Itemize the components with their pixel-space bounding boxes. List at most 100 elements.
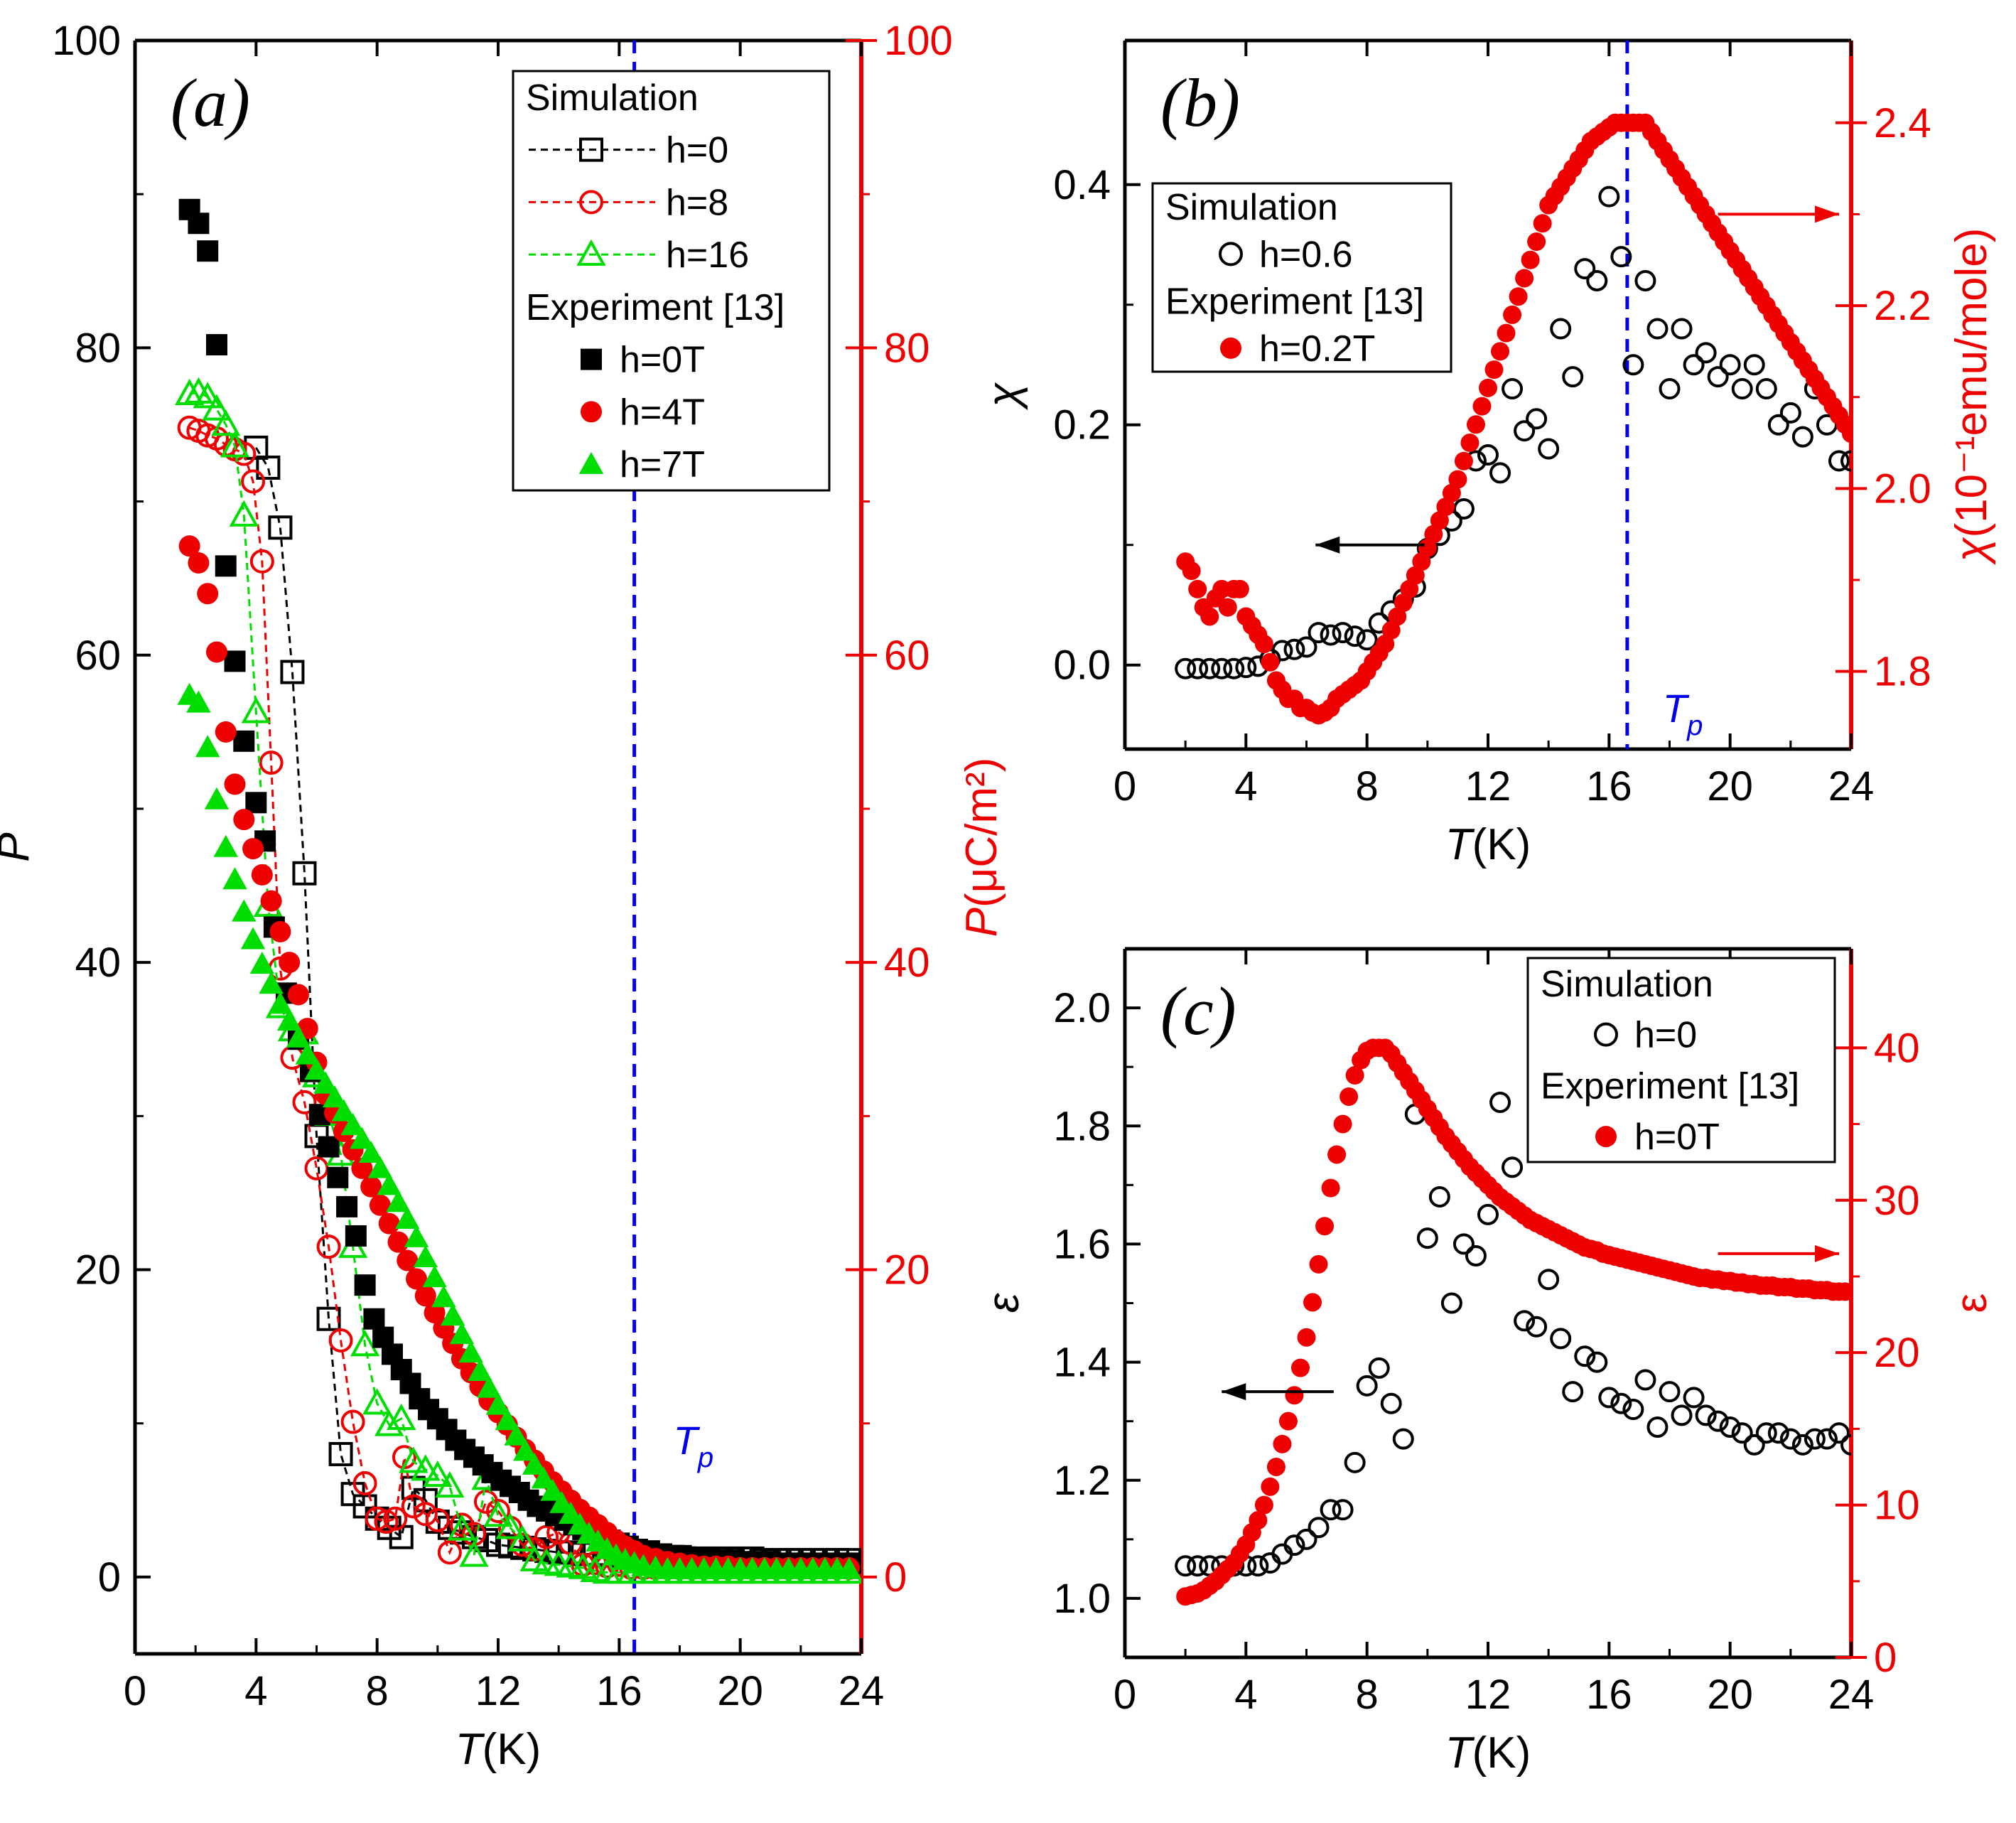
data-point-exp_h4T bbox=[242, 838, 264, 860]
data-point-exp_h7T bbox=[476, 1375, 502, 1398]
legend-header: Experiment [13] bbox=[1541, 1065, 1799, 1107]
data-point-sim_h0c bbox=[1283, 1534, 1305, 1556]
data-point-exp_h02T bbox=[1497, 323, 1516, 343]
data-point-exp_h4T bbox=[424, 1302, 446, 1324]
data-point-exp_h0Tc bbox=[1254, 1495, 1273, 1515]
legend-header: Experiment [13] bbox=[526, 287, 785, 328]
data-point-exp_h0Tc bbox=[1339, 1087, 1359, 1106]
data-point-sim_h8 bbox=[486, 1498, 510, 1523]
y-tick-label: 2.0 bbox=[1053, 985, 1111, 1031]
y2-tick-label: 0 bbox=[884, 1554, 907, 1601]
data-point-sim_h06 bbox=[1828, 450, 1850, 472]
data-point-sim_h06 bbox=[1707, 366, 1729, 388]
data-point-exp_h7T bbox=[259, 972, 284, 994]
legend-marker-exp_h0T bbox=[581, 348, 602, 370]
data-point-exp_h4T bbox=[197, 583, 219, 605]
panel-a: 0 4 8 12 16 20 24 0 20 40 60 80 100 0 20 40 60 80 100 T(K) P… bbox=[0, 18, 1006, 1774]
y-tick-label: 20 bbox=[75, 1247, 121, 1294]
data-point-sim_h16 bbox=[495, 1512, 525, 1539]
x-tick-label: 16 bbox=[596, 1668, 642, 1714]
data-point-sim_h0c bbox=[1416, 1227, 1438, 1249]
y2-tick-label: 30 bbox=[1874, 1178, 1920, 1224]
data-point-exp_h7T bbox=[268, 991, 293, 1014]
y2-tick-label: 2.4 bbox=[1874, 100, 1931, 146]
data-point-sim_h0c bbox=[1816, 1428, 1838, 1450]
data-point-sim_h0c bbox=[1538, 1269, 1560, 1291]
data-point-sim_h16 bbox=[374, 1409, 404, 1436]
data-point-exp_h7T bbox=[422, 1265, 447, 1288]
y-tick-label: 40 bbox=[75, 940, 121, 986]
data-point-exp_h4T bbox=[414, 1285, 436, 1307]
plot-area bbox=[1175, 41, 1851, 749]
data-point-exp_h0T bbox=[233, 730, 255, 752]
data-point-sim_h0c bbox=[1308, 1517, 1330, 1539]
data-point-sim_h0c bbox=[1659, 1381, 1681, 1403]
data-point-exp_h0Tc bbox=[1309, 1254, 1328, 1274]
legend-marker-sim_h0 bbox=[579, 137, 603, 162]
data-point-sim_h0c bbox=[1465, 1245, 1487, 1267]
arrow-left bbox=[1222, 1383, 1334, 1401]
data-point-sim_h06 bbox=[1634, 269, 1656, 291]
data-point-sim_h06 bbox=[1646, 318, 1669, 340]
y2-tick-label: 1.8 bbox=[1874, 649, 1931, 695]
data-point-sim_h16 bbox=[423, 1460, 453, 1488]
x-tick-label: 24 bbox=[1828, 1672, 1875, 1718]
data-point-sim_h16 bbox=[175, 378, 205, 406]
data-point-exp_h02T bbox=[1515, 269, 1534, 288]
tp-label: Tp bbox=[674, 1418, 713, 1473]
panel-b: 0 4 8 12 16 20 24 0.0 0.2 0.4 1.8 2.0 2.2 2.4 T(K) χ χ(1… bbox=[979, 38, 1996, 869]
x-tick-label: 12 bbox=[475, 1668, 522, 1714]
data-point-exp_h02T bbox=[1254, 635, 1273, 654]
data-point-sim_h06 bbox=[1610, 246, 1632, 268]
legend-marker-exp_h7T bbox=[578, 451, 604, 474]
data-point-exp_h0T bbox=[363, 1308, 385, 1330]
data-point-exp_h02T bbox=[1448, 470, 1467, 489]
y2-tick-label: 40 bbox=[884, 940, 930, 986]
data-point-exp_h4T bbox=[205, 641, 227, 663]
data-point-sim_h0c bbox=[1840, 1434, 1851, 1456]
data-point-sim_h06 bbox=[1502, 378, 1524, 400]
data-point-exp_h02T bbox=[1842, 424, 1851, 443]
x-axis-title: T(K) bbox=[1445, 1728, 1531, 1778]
data-point-exp_h4T bbox=[360, 1176, 382, 1198]
data-point-sim_h06 bbox=[1283, 638, 1305, 660]
data-point-sim_h16 bbox=[211, 409, 241, 436]
data-point-exp_h4T bbox=[251, 864, 273, 886]
data-point-sim_h06 bbox=[1574, 258, 1596, 280]
series-line-sim_h0 bbox=[255, 447, 849, 1561]
legend-header: Simulation bbox=[1165, 187, 1338, 228]
y-tick-label: 80 bbox=[75, 325, 121, 371]
data-point-sim_h06 bbox=[1622, 354, 1644, 376]
data-point-exp_h02T bbox=[1491, 342, 1510, 361]
data-point-exp_h02T bbox=[1182, 561, 1201, 581]
data-point-exp_h7T bbox=[350, 1126, 374, 1149]
data-point-sim_h16 bbox=[411, 1454, 441, 1481]
data-point-sim_h06 bbox=[1477, 443, 1499, 466]
data-point-sim_h06 bbox=[1356, 629, 1378, 651]
y2-axis-title: P(μC/m²) bbox=[957, 758, 1006, 937]
data-point-exp_h7T bbox=[304, 1058, 329, 1080]
data-point-exp_h7T bbox=[386, 1190, 411, 1212]
data-point-sim_h16 bbox=[399, 1446, 428, 1473]
data-point-exp_h02T bbox=[1454, 451, 1473, 470]
legend-label-sim_h0c: h=0 bbox=[1634, 1015, 1697, 1056]
data-point-exp_h02T bbox=[1479, 378, 1497, 397]
data-point-exp_h7T bbox=[195, 735, 220, 758]
data-point-exp_h0T bbox=[345, 1225, 367, 1247]
series-sim_h16 bbox=[175, 377, 861, 1584]
data-point-exp_h4T bbox=[369, 1194, 391, 1216]
y2-tick-label: 10 bbox=[1874, 1483, 1920, 1529]
data-point-sim_h0 bbox=[268, 515, 293, 540]
data-point-exp_h02T bbox=[1460, 434, 1479, 453]
data-point-sim_h0c bbox=[1610, 1392, 1632, 1414]
x-tick-label: 24 bbox=[1828, 763, 1875, 810]
legend-marker-sim_h06 bbox=[1219, 242, 1243, 267]
arrow-right bbox=[1718, 205, 1839, 223]
plot-area bbox=[1175, 1038, 1851, 1606]
data-point-exp_h0Tc bbox=[1836, 1282, 1851, 1301]
data-point-sim_h8 bbox=[259, 751, 284, 775]
data-point-exp_h7T bbox=[240, 927, 266, 950]
data-point-sim_h0c bbox=[1514, 1310, 1536, 1332]
data-point-exp_h0Tc bbox=[1327, 1145, 1347, 1164]
data-point-exp_h7T bbox=[431, 1285, 456, 1308]
